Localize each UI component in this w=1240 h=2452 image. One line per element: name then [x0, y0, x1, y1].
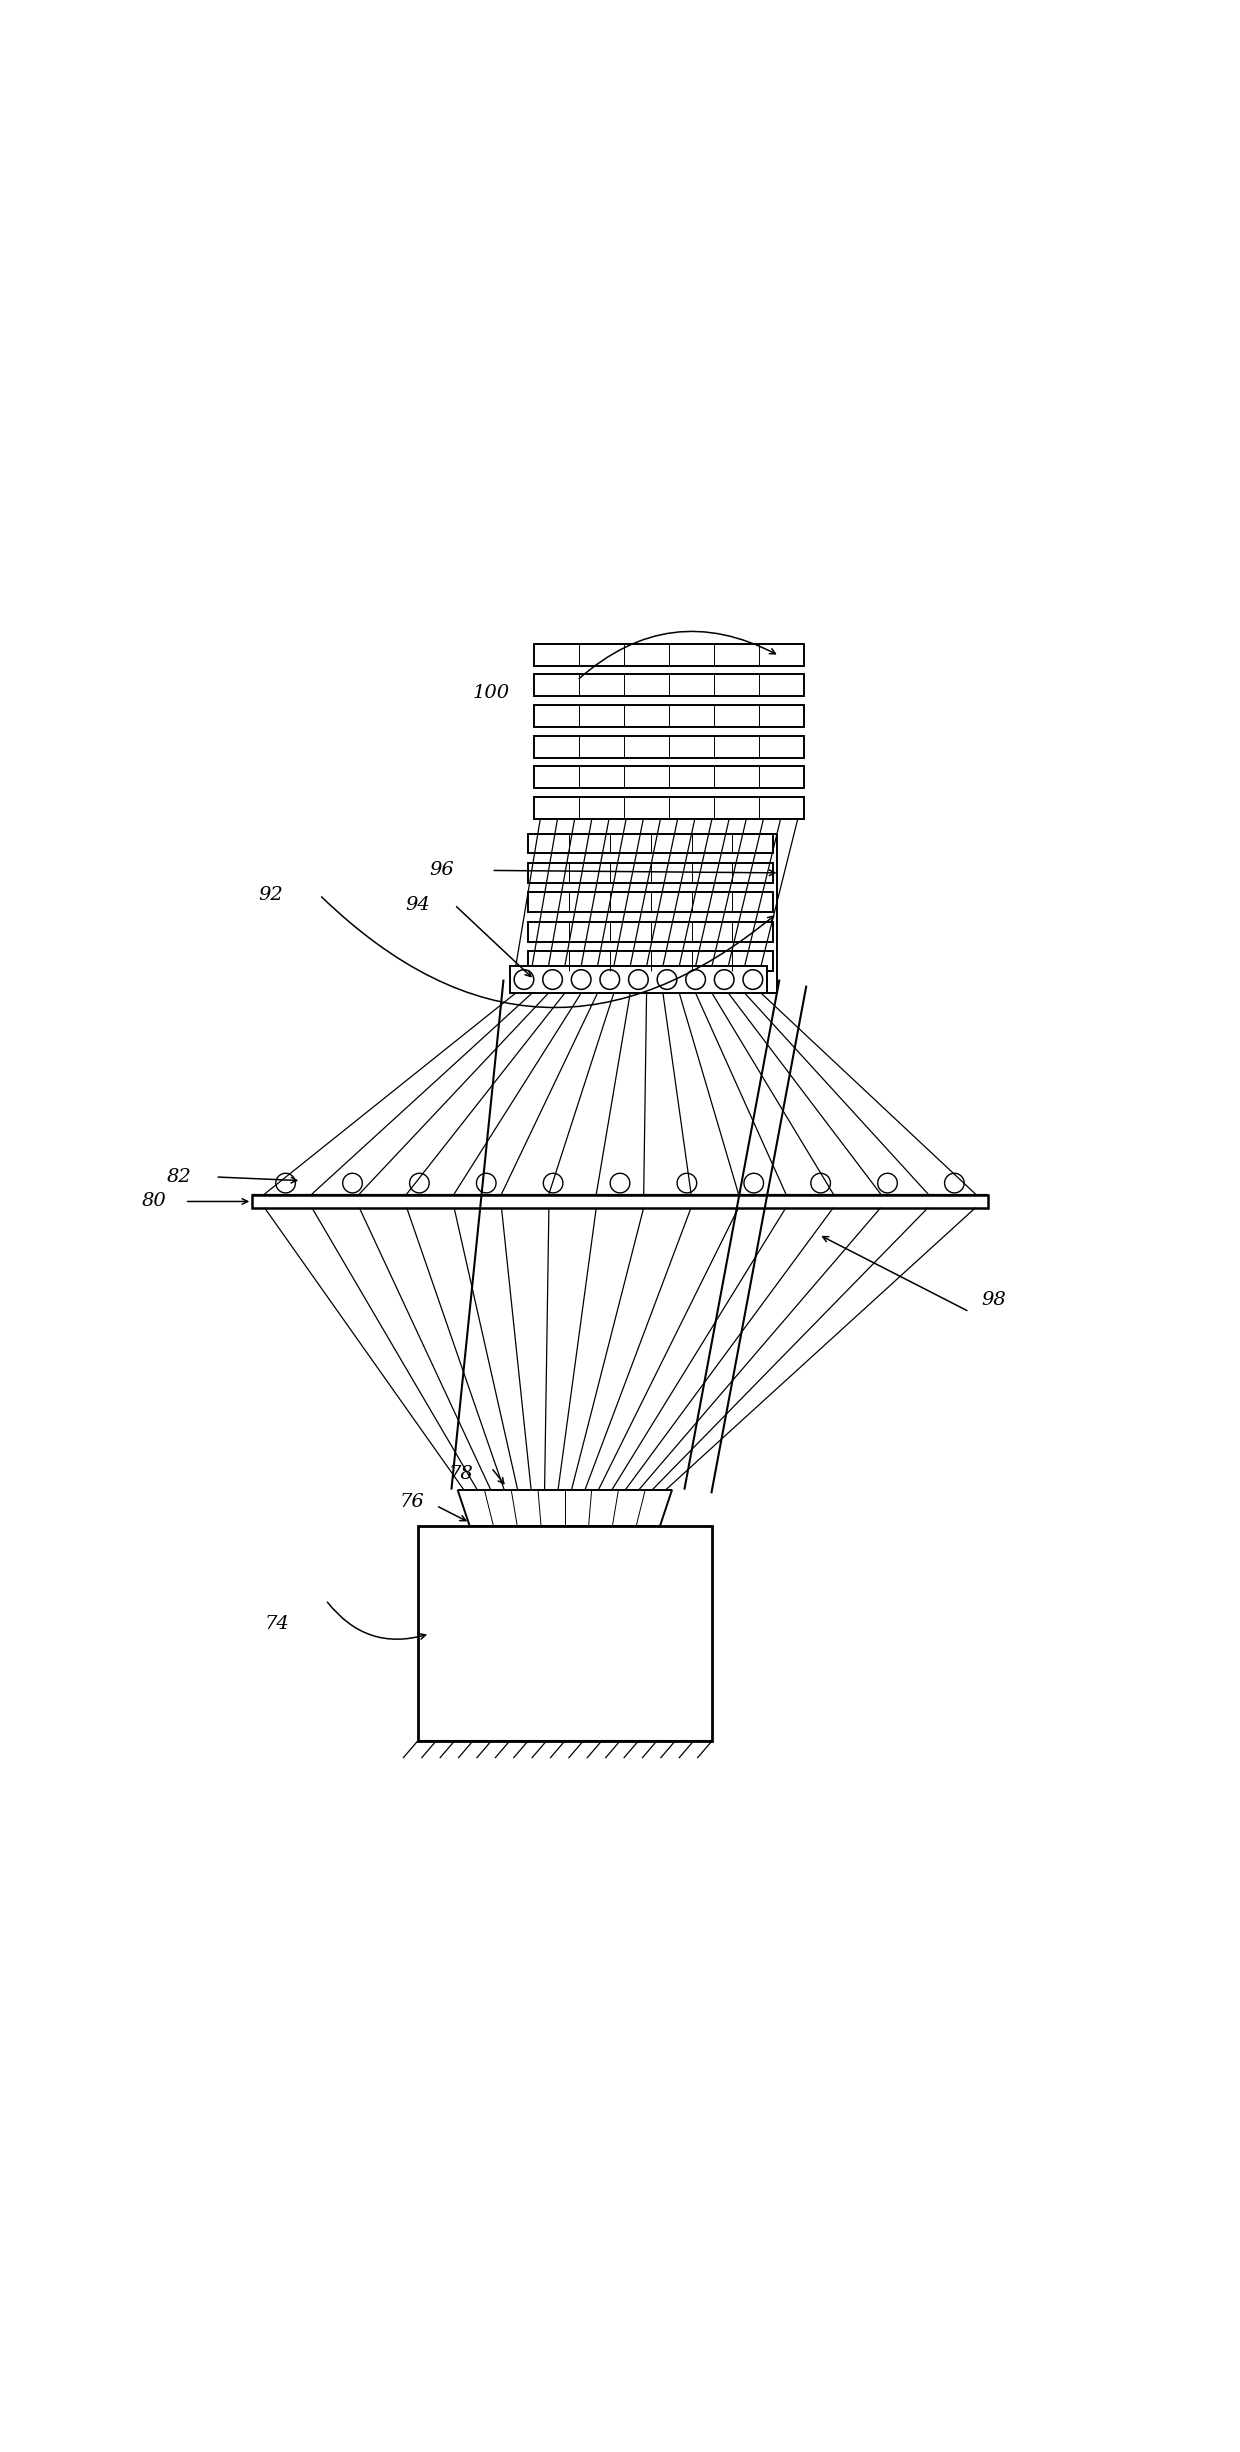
- Bar: [528, 922, 774, 942]
- Text: 78: 78: [448, 1464, 472, 1483]
- Text: 96: 96: [430, 861, 455, 880]
- Text: 92: 92: [258, 885, 283, 905]
- Text: 74: 74: [264, 1616, 289, 1633]
- Bar: [528, 834, 774, 853]
- Bar: [528, 893, 774, 912]
- Bar: [534, 642, 804, 664]
- Bar: [534, 765, 804, 787]
- Text: 100: 100: [472, 684, 510, 701]
- Bar: [534, 704, 804, 726]
- Bar: [528, 863, 774, 883]
- Bar: [418, 1528, 712, 1741]
- Text: 98: 98: [982, 1290, 1007, 1309]
- Bar: [534, 736, 804, 758]
- Text: 82: 82: [166, 1167, 191, 1187]
- Bar: [534, 797, 804, 819]
- Text: 76: 76: [399, 1493, 424, 1510]
- Bar: [510, 966, 768, 993]
- Text: 80: 80: [141, 1192, 166, 1211]
- Bar: [534, 674, 804, 696]
- Bar: [528, 951, 774, 971]
- Text: 94: 94: [405, 895, 430, 915]
- Bar: [252, 1194, 988, 1206]
